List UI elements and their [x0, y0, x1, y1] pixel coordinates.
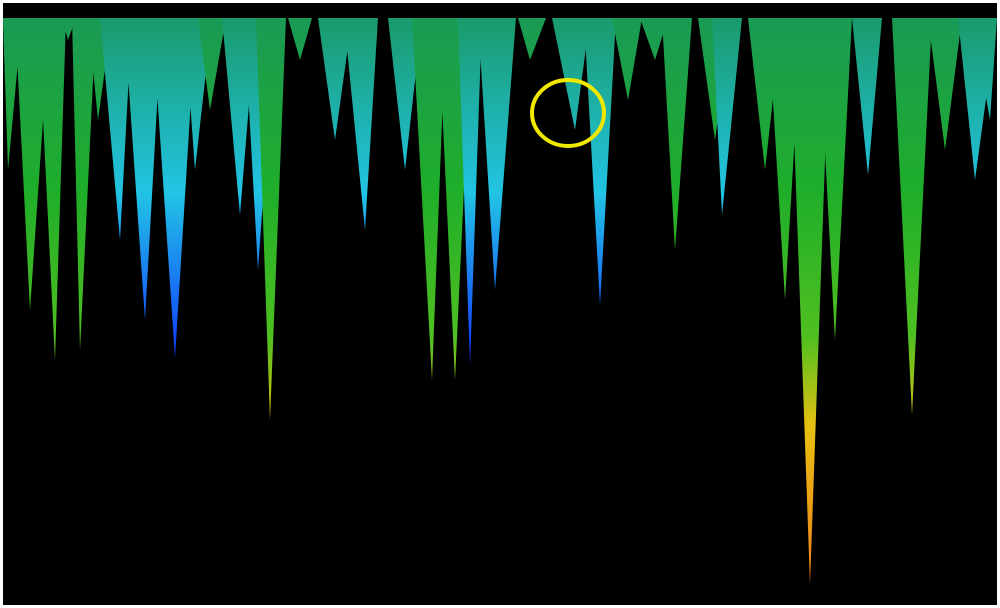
page: Spikes {} html, body { margin: 0; paddin…	[0, 0, 1000, 608]
scene	[0, 0, 1000, 608]
body: (() => { JSON.parse(document.getElementB…	[0, 0, 1000, 608]
